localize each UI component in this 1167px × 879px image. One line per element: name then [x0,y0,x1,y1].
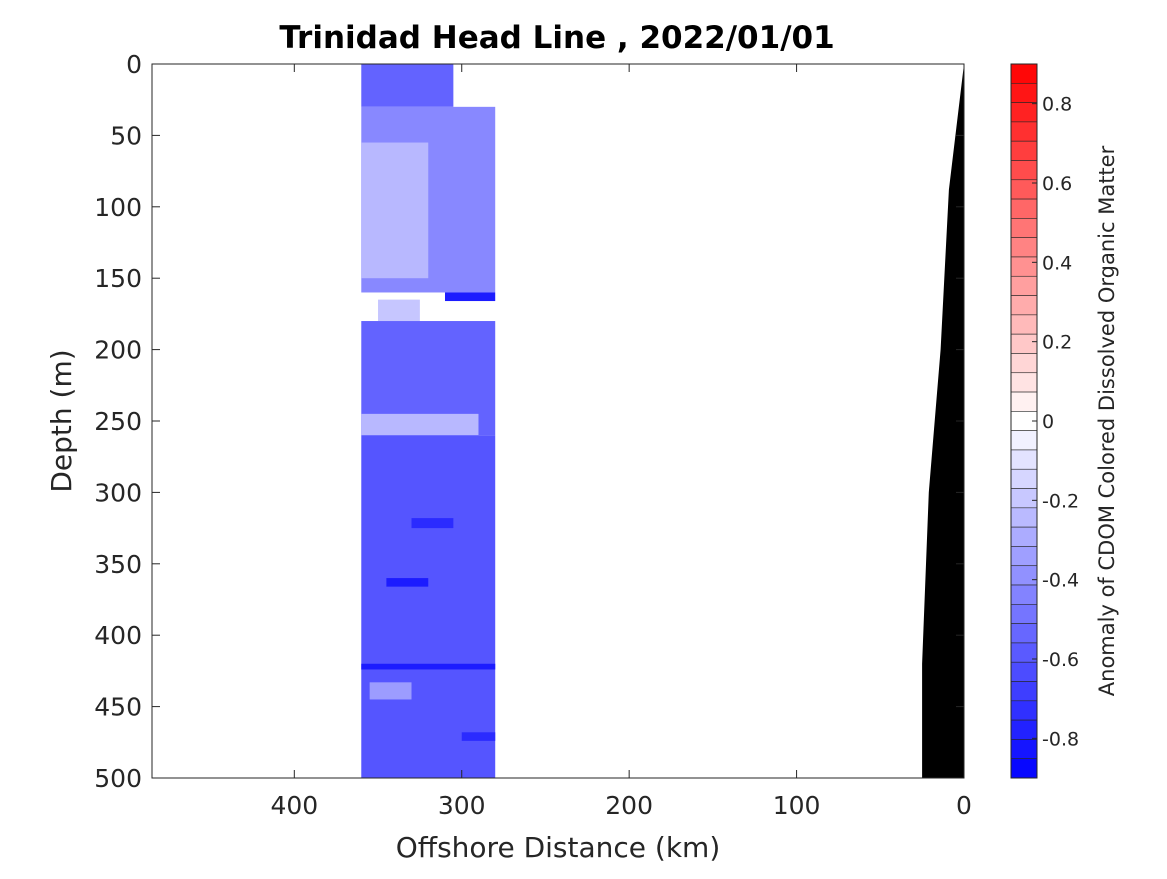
y-tick-label-200: 200 [94,336,142,365]
y-tick-label-500: 500 [94,764,142,793]
colorbar-step-11 [1010,275,1038,296]
y-tick-label-150: 150 [94,264,142,293]
data-band-11 [369,682,412,700]
colorbar-step-34 [1010,719,1038,740]
y-tick-label-350: 350 [94,550,142,579]
y-tick-label-100: 100 [94,193,142,222]
colorbar-step-33 [1010,700,1038,721]
x-tick-label-0: 0 [956,791,972,820]
data-band-9 [386,578,429,587]
colorbar-step-29 [1010,623,1038,644]
colorbar-step-31 [1010,661,1038,682]
colorbar-step-27 [1010,584,1038,605]
y-axis: 0 50 100 150 200 250 300 350 400 450 500 [94,50,964,793]
colorbar-step-35 [1010,739,1038,760]
colorbar-step-15 [1010,353,1038,374]
colorbar-step-10 [1010,256,1038,277]
y-axis-label: Depth (m) [45,349,78,492]
x-tick-label-300: 300 [438,791,486,820]
colorbar-step-23 [1010,507,1038,528]
x-tick-label-100: 100 [773,791,821,820]
colorbar-step-13 [1010,314,1038,335]
data-layer [361,64,496,778]
colorbar-tick-label-7: -0.6 [1042,649,1079,671]
colorbar-tick-label-8: -0.8 [1042,728,1079,750]
bathymetry-layer [922,64,964,778]
colorbar-step-7 [1010,198,1038,219]
colorbar-step-32 [1010,681,1038,702]
colorbar-step-20 [1010,449,1038,470]
colorbar-tick-label-3: 0.2 [1042,332,1072,354]
y-tick-label-0: 0 [126,50,142,79]
bathymetry-polygon [922,64,964,778]
colorbar-step-19 [1010,430,1038,451]
data-band-12 [461,732,496,741]
data-band-2 [361,142,429,279]
colorbar-step-14 [1010,333,1038,354]
colorbar-step-0 [1010,63,1038,84]
data-band-0 [361,64,454,107]
colorbar-step-9 [1010,237,1038,258]
colorbar-step-22 [1010,488,1038,509]
y-tick-label-50: 50 [110,121,142,150]
colorbar-step-8 [1010,218,1038,238]
y-tick-label-400: 400 [94,621,142,650]
chart-title: Trinidad Head Line , 2022/01/01 [279,20,834,56]
colorbar-step-1 [1010,82,1038,103]
colorbar-step-28 [1010,604,1038,624]
data-band-4 [378,299,420,322]
data-band-10 [361,663,496,670]
x-tick-label-200: 200 [605,791,653,820]
colorbar-step-21 [1010,468,1038,489]
colorbar-step-12 [1010,295,1038,316]
plot-background [152,64,964,778]
x-axis-label: Offshore Distance (km) [396,831,721,864]
colorbar-tick-label-1: 0.6 [1042,173,1072,195]
y-tick-label-300: 300 [94,478,142,507]
colorbar-label: Anomaly of CDOM Colored Dissolved Organi… [1095,145,1119,696]
colorbar-tick-label-0: 0.8 [1042,94,1072,116]
data-band-7 [361,435,496,778]
colorbar: 0.8 0.6 0.4 0.2 0 -0.2 -0.4 -0.6 -0.8 Anomaly of… [1010,63,1119,779]
data-band-8 [411,518,454,529]
x-tick-label-400: 400 [270,791,318,820]
colorbar-step-24 [1010,526,1038,547]
x-axis: 400 300 200 100 0 [270,64,972,820]
colorbar-step-5 [1010,160,1038,181]
plot-area [151,63,965,779]
colorbar-step-25 [1010,546,1038,567]
data-band-3 [444,292,496,302]
data-band-6 [361,413,479,436]
colorbar-tick-label-2: 0.4 [1042,252,1072,274]
colorbar-step-26 [1010,565,1038,586]
colorbar-step-3 [1010,121,1038,142]
colorbar-tick-label-6: -0.4 [1042,570,1079,592]
colorbar-step-2 [1010,102,1038,123]
colorbar-tick-label-5: -0.2 [1042,490,1079,512]
colorbar-step-4 [1010,140,1038,161]
colorbar-tick-label-4: 0 [1042,411,1054,433]
colorbar-step-17 [1010,391,1038,412]
colorbar-step-16 [1010,372,1038,393]
y-tick-label-250: 250 [94,407,142,436]
colorbar-ticks: 0.8 0.6 0.4 0.2 0 -0.2 -0.4 -0.6 -0.8 [1032,94,1079,750]
colorbar-step-36 [1010,758,1038,779]
y-tick-label-450: 450 [94,693,142,722]
